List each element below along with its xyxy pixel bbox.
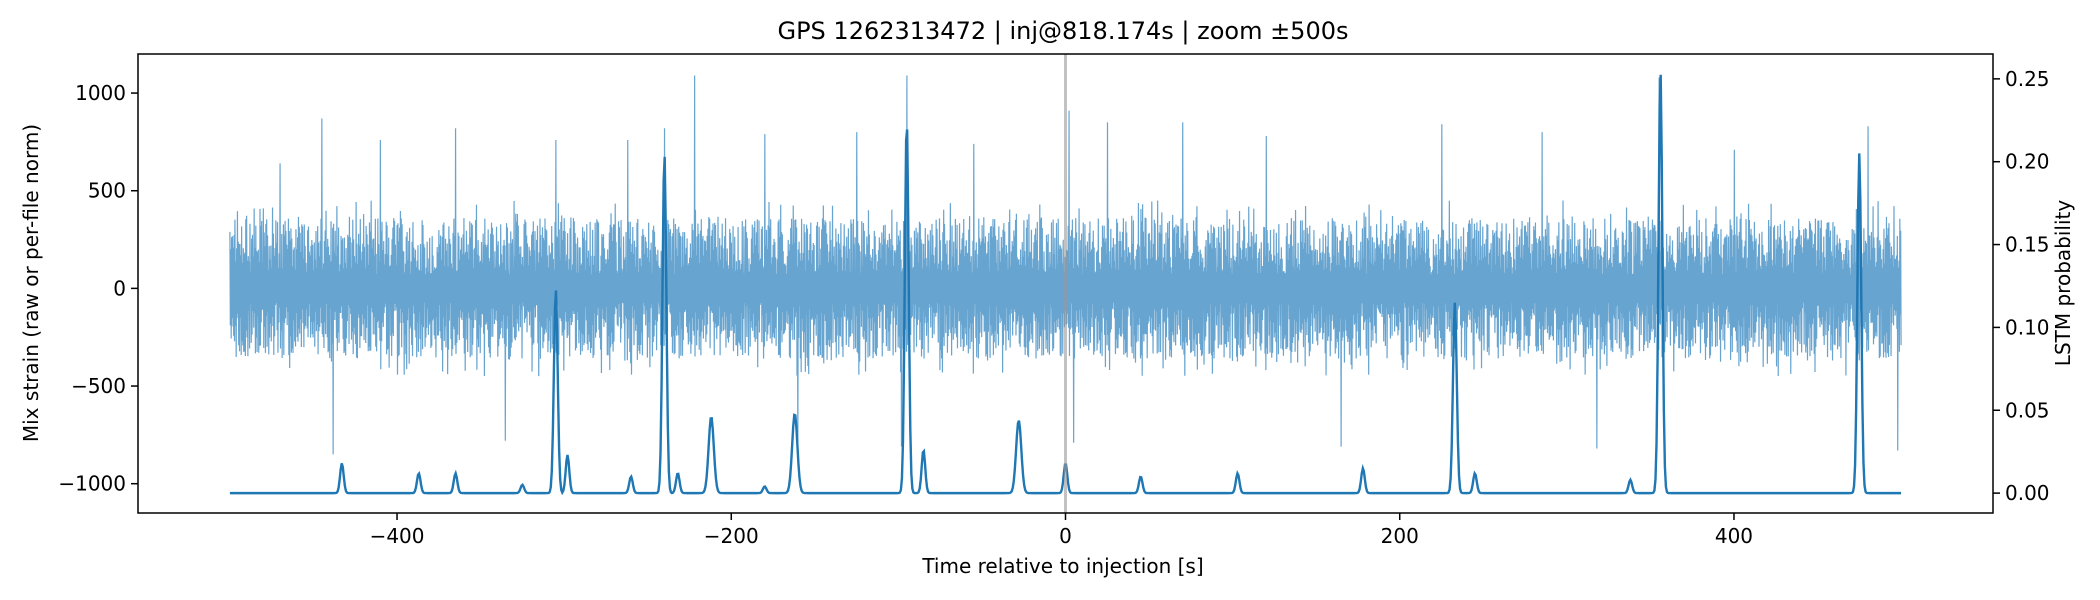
left-y-tick-label: −1000 — [58, 472, 126, 496]
left-y-tick-label: 1000 — [75, 81, 126, 105]
x-tick-label: 0 — [1059, 524, 1072, 548]
right-y-tick-label: 0.25 — [2005, 67, 2050, 91]
right-y-tick-label: 0.00 — [2005, 481, 2050, 505]
right-y-axis-label: LSTM probability — [2051, 200, 2075, 367]
x-tick-label: −400 — [370, 524, 425, 548]
right-y-tick-label: 0.10 — [2005, 315, 2050, 339]
right-y-tick-label: 0.20 — [2005, 150, 2050, 174]
x-tick-label: 200 — [1381, 524, 1419, 548]
left-y-tick-label: 500 — [88, 179, 126, 203]
x-tick-label: −200 — [704, 524, 759, 548]
left-y-tick-label: 0 — [113, 276, 126, 300]
chart-title: GPS 1262313472 | inj@818.174s | zoom ±50… — [777, 17, 1348, 45]
left-y-axis-label: Mix strain (raw or per-file norm) — [19, 124, 43, 442]
left-y-tick-label: −500 — [71, 374, 126, 398]
x-axis-label: Time relative to injection [s] — [921, 554, 1203, 578]
left-y-axis-ticks: −1000 −500 0 500 1000 — [58, 81, 138, 496]
right-y-tick-label: 0.15 — [2005, 233, 2050, 257]
right-y-axis-ticks: 0.00 0.05 0.10 0.15 0.20 0.25 — [1993, 67, 2050, 505]
x-axis-ticks: −400 −200 0 200 400 — [370, 513, 1753, 548]
x-tick-label: 400 — [1715, 524, 1753, 548]
right-y-tick-label: 0.05 — [2005, 398, 2050, 422]
